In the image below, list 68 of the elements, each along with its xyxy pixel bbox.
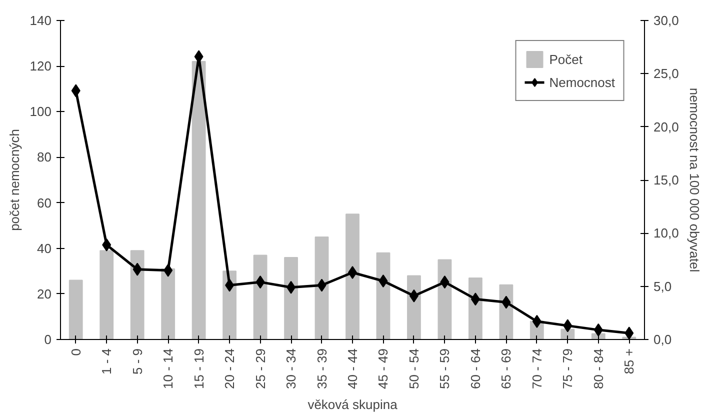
y2-tick-label: 5,0 [654,278,672,294]
y-tick-label: 120 [30,58,52,74]
x-tick-label: 30 - 34 [284,348,299,389]
point [594,323,603,336]
legend-label: Nemocnost [549,74,615,90]
x-tick-label: 60 - 64 [468,348,483,389]
bar [407,275,421,340]
x-tick-label: 85 + [622,348,637,374]
point [102,238,112,252]
bar [161,268,176,340]
legend-label: Počet [549,52,582,66]
point [563,319,572,332]
y2-tick-label: 20,0 [654,119,679,134]
bar [314,236,329,340]
point [470,292,480,306]
y-axis-title: počet nemocných [6,129,22,231]
point [164,264,173,277]
y2-tick-label: 0,0 [654,332,672,347]
x-tick-label: 80 - 84 [590,348,606,389]
y2-tick-label: 10,0 [654,226,679,241]
x-tick-label: 1 - 4 [99,348,114,375]
bar [438,259,452,340]
x-tick-label: 40 - 44 [345,348,360,389]
x-tick-label: 35 - 39 [314,348,330,389]
y-tick-label: 140 [30,13,52,28]
point [286,280,296,294]
x-axis-title: věková skupina [308,396,398,412]
bar [376,252,390,340]
bar [192,61,206,340]
x-tick-label: 65 - 69 [498,348,514,389]
bar [253,254,268,340]
x-tick-label: 5 - 9 [130,348,145,375]
y-tick-label: 100 [30,104,52,120]
point [532,314,542,328]
x-tick-label: 20 - 24 [222,348,238,389]
y-tick-label: 20 [37,286,52,302]
y2-axis-title: nemocnost na 100 000 obyvatel [686,88,702,272]
bar [100,250,114,340]
bar [68,280,83,340]
point [132,262,142,276]
point [317,278,326,292]
x-tick-label: 75 - 79 [560,348,576,389]
bar [130,250,144,340]
point [624,326,634,340]
bar [284,256,298,340]
point [71,84,80,98]
bar [346,214,360,340]
point [409,289,418,302]
x-tick-label: 0 [68,348,84,356]
y-tick-label: 80 [37,150,52,165]
x-tick-label: 55 - 59 [437,348,452,389]
point [440,276,450,289]
y2-tick-label: 30,0 [654,13,679,28]
y2-tick-label: 15,0 [654,172,679,188]
y2-tick-label: 25,0 [654,66,679,82]
point [256,276,265,289]
x-tick-label: 25 - 29 [252,348,268,389]
y-tick-label: 0 [44,332,52,347]
x-tick-label: 10 - 14 [160,348,176,389]
y-tick-label: 40 [37,240,52,256]
x-tick-label: 45 - 49 [376,348,391,389]
point [502,296,511,309]
point [225,278,234,292]
x-tick-label: 50 - 54 [406,348,422,389]
y-tick-label: 60 [37,195,52,210]
x-tick-label: 15 - 19 [191,348,206,389]
x-tick-label: 70 - 74 [529,348,544,389]
point [378,274,388,288]
